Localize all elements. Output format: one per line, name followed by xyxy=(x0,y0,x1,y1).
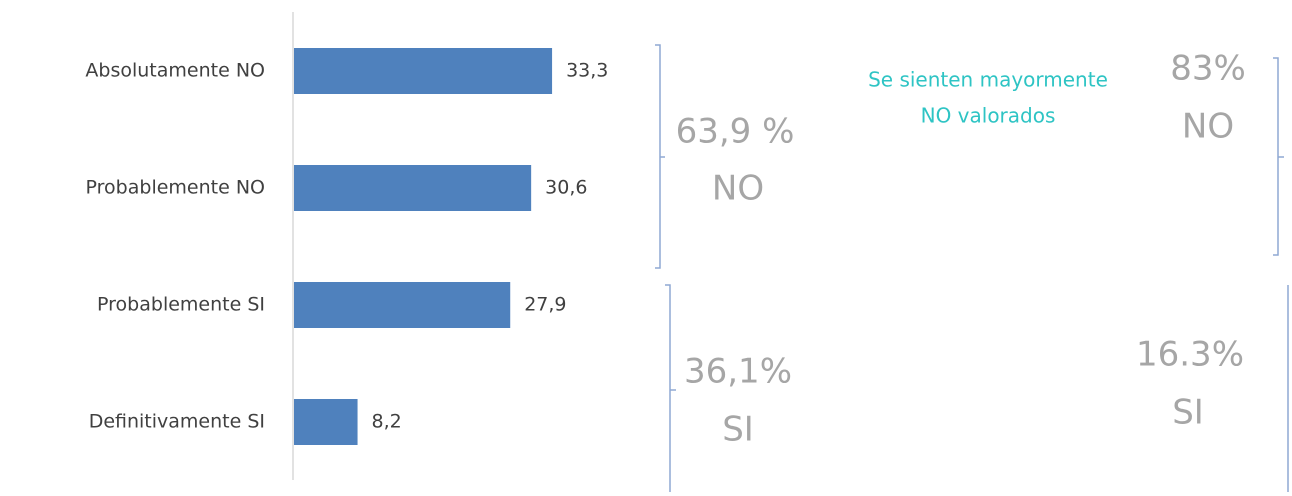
bracket xyxy=(1273,57,1284,256)
annotation: 83% xyxy=(1170,49,1246,89)
annotation: Se sienten mayormente xyxy=(868,68,1108,92)
value-label: 33,3 xyxy=(566,60,608,82)
annotation: 16.3% xyxy=(1136,335,1244,375)
bracket xyxy=(655,44,665,269)
annotation: NO xyxy=(1182,107,1234,147)
value-label: 27,9 xyxy=(524,294,566,316)
category-label: Absolutamente NO xyxy=(85,60,265,82)
annotation: NO xyxy=(712,169,764,209)
category-label: Probablemente NO xyxy=(86,177,265,199)
annotation: 63,9 % xyxy=(676,112,795,152)
category-label: Definitivamente SI xyxy=(89,411,265,433)
bar xyxy=(294,282,511,328)
value-label: 30,6 xyxy=(545,177,587,199)
annotation: SI xyxy=(1172,393,1204,433)
bar xyxy=(294,399,358,445)
bar xyxy=(294,48,553,94)
annotation: NO valorados xyxy=(921,104,1056,128)
annotation: 36,1% xyxy=(684,352,792,392)
category-label: Probablemente SI xyxy=(97,294,265,316)
value-label: 8,2 xyxy=(372,411,402,433)
bracket xyxy=(665,284,676,492)
annotation: SI xyxy=(722,410,754,450)
bar xyxy=(294,165,532,211)
